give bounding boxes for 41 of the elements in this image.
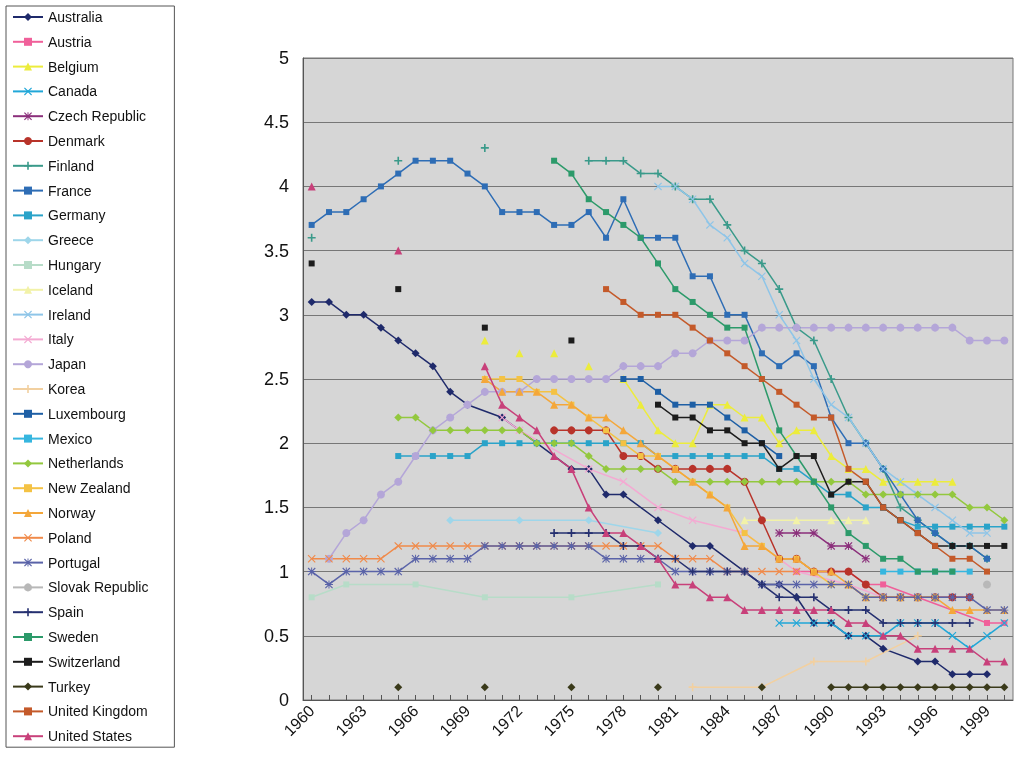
y-tick-label: 5 <box>278 48 289 68</box>
legend-label: Turkey <box>48 678 91 695</box>
y-tick-label: 2.5 <box>263 369 289 389</box>
legend-label: Poland <box>48 529 92 546</box>
y-tick-label: 1 <box>278 561 289 582</box>
legend-label: Czech Republic <box>48 108 147 125</box>
legend-label: Greece <box>48 232 95 249</box>
legend-label: Denmark <box>48 133 106 149</box>
legend-label: Canada <box>48 83 98 100</box>
y-tick-label: 4.5 <box>263 112 289 133</box>
legend-label: Ireland <box>48 306 91 323</box>
legend-label: Slovak Republic <box>48 579 149 596</box>
legend-label: Norway <box>48 505 96 521</box>
legend-label: Belgium <box>48 58 99 75</box>
legend-label: Korea <box>48 381 86 397</box>
legend-label: France <box>48 182 92 199</box>
legend-label: Iceland <box>48 281 94 298</box>
legend-label: United States <box>48 728 133 745</box>
legend-label: Netherlands <box>48 455 124 472</box>
legend-label: Sweden <box>48 629 99 645</box>
legend-label: Portugal <box>48 554 101 571</box>
legend-label: Luxembourg <box>48 405 126 422</box>
legend-label: Spain <box>48 604 84 621</box>
y-tick-label: 4 <box>278 176 289 197</box>
legend-label: Germany <box>48 207 106 224</box>
legend-label: Japan <box>48 356 87 373</box>
y-tick-label: 0 <box>278 690 289 710</box>
legend-label: Mexico <box>48 430 93 447</box>
legend-label: New Zealand <box>48 480 131 497</box>
legend-label: Austria <box>48 33 92 50</box>
legend-label: Finland <box>48 157 94 174</box>
y-tick-label: 3 <box>278 304 289 325</box>
legend-label: Hungary <box>48 257 101 273</box>
legend-label: United Kingdom <box>48 703 148 720</box>
legend-label: Switzerland <box>48 653 121 670</box>
y-tick-label: 0.5 <box>263 625 289 646</box>
legend-label: Italy <box>48 331 74 348</box>
y-tick-label: 3.5 <box>263 240 289 261</box>
y-tick-label: 2 <box>278 433 289 454</box>
y-tick-label: 1.5 <box>263 497 289 518</box>
legend-label: Australia <box>48 9 103 25</box>
